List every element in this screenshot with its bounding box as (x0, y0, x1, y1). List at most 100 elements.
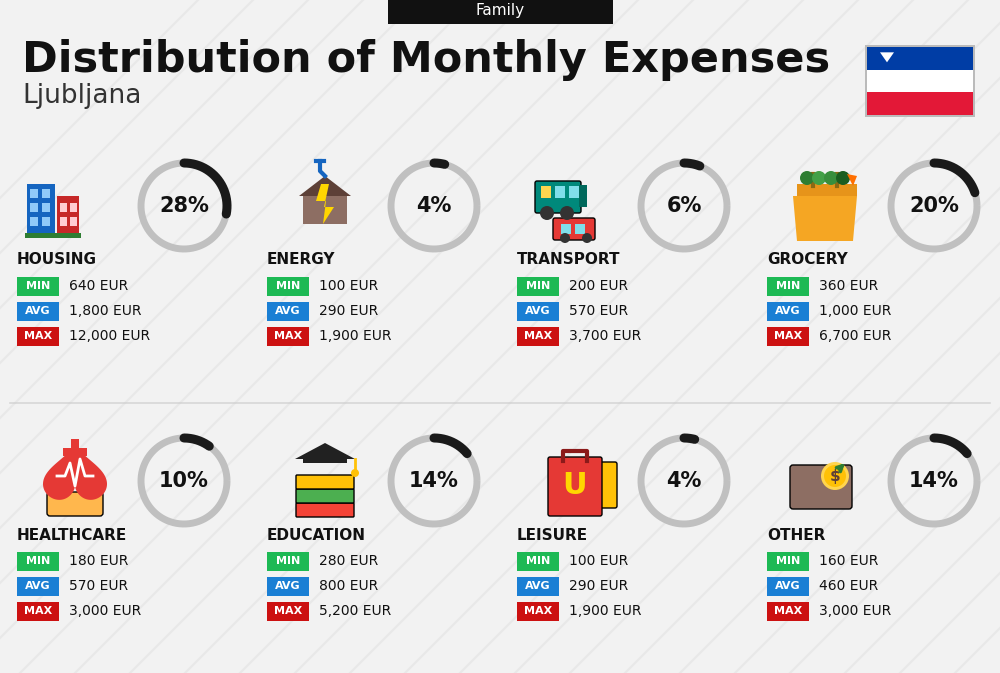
FancyBboxPatch shape (517, 277, 559, 295)
Text: AVG: AVG (775, 306, 801, 316)
Text: 290 EUR: 290 EUR (319, 304, 378, 318)
Text: GROCERY: GROCERY (767, 252, 848, 267)
Bar (42, 203, 50, 212)
Text: MIN: MIN (526, 281, 550, 291)
Text: MIN: MIN (526, 556, 550, 566)
FancyBboxPatch shape (517, 302, 559, 320)
Polygon shape (793, 196, 857, 241)
Polygon shape (295, 443, 355, 459)
Bar (57, 196, 79, 236)
Polygon shape (299, 176, 351, 196)
FancyBboxPatch shape (865, 45, 975, 117)
FancyBboxPatch shape (767, 302, 809, 320)
Text: 6%: 6% (666, 196, 702, 216)
FancyBboxPatch shape (388, 0, 613, 24)
Text: 180 EUR: 180 EUR (69, 554, 128, 568)
Bar (42, 189, 50, 198)
Text: 28%: 28% (159, 196, 209, 216)
FancyBboxPatch shape (267, 602, 309, 621)
Text: Ljubljana: Ljubljana (22, 83, 141, 109)
Circle shape (824, 465, 846, 487)
Text: 5,200 EUR: 5,200 EUR (319, 604, 391, 618)
Text: $: $ (830, 468, 840, 483)
Bar (30, 217, 38, 226)
Polygon shape (303, 196, 347, 224)
FancyBboxPatch shape (867, 47, 973, 115)
Text: 800 EUR: 800 EUR (319, 579, 378, 593)
FancyBboxPatch shape (517, 577, 559, 596)
FancyBboxPatch shape (17, 551, 59, 571)
FancyBboxPatch shape (517, 326, 559, 345)
FancyBboxPatch shape (267, 277, 309, 295)
Bar (867, 70, 973, 92)
Circle shape (560, 233, 570, 243)
FancyBboxPatch shape (548, 457, 602, 516)
Text: 4%: 4% (416, 196, 452, 216)
Text: MAX: MAX (24, 331, 52, 341)
FancyBboxPatch shape (17, 302, 59, 320)
Text: LEISURE: LEISURE (517, 528, 588, 542)
Text: 3,000 EUR: 3,000 EUR (819, 604, 891, 618)
Bar (27, 184, 55, 236)
Bar (63, 448, 87, 456)
Text: MAX: MAX (524, 606, 552, 616)
Text: U: U (563, 472, 587, 501)
Circle shape (800, 171, 814, 185)
FancyBboxPatch shape (517, 602, 559, 621)
Polygon shape (847, 174, 857, 186)
Text: HEALTHCARE: HEALTHCARE (17, 528, 127, 542)
FancyBboxPatch shape (296, 489, 354, 503)
Text: 3,000 EUR: 3,000 EUR (69, 604, 141, 618)
Text: 570 EUR: 570 EUR (69, 579, 128, 593)
Text: MAX: MAX (274, 331, 302, 341)
Polygon shape (316, 184, 334, 224)
Text: 570 EUR: 570 EUR (569, 304, 628, 318)
Text: MIN: MIN (276, 556, 300, 566)
Text: 200 EUR: 200 EUR (569, 279, 628, 293)
Bar (797, 184, 857, 196)
FancyBboxPatch shape (17, 577, 59, 596)
FancyBboxPatch shape (17, 277, 59, 295)
Text: 3,700 EUR: 3,700 EUR (569, 329, 641, 343)
Circle shape (836, 171, 850, 185)
Polygon shape (43, 442, 107, 500)
Text: AVG: AVG (25, 306, 51, 316)
Bar (60, 203, 67, 212)
Text: 460 EUR: 460 EUR (819, 579, 878, 593)
Bar (579, 185, 587, 207)
Text: 100 EUR: 100 EUR (569, 554, 628, 568)
FancyBboxPatch shape (790, 465, 852, 509)
FancyBboxPatch shape (767, 602, 809, 621)
FancyBboxPatch shape (267, 577, 309, 596)
FancyBboxPatch shape (17, 326, 59, 345)
Polygon shape (880, 52, 894, 63)
FancyBboxPatch shape (767, 326, 809, 345)
Text: 1,900 EUR: 1,900 EUR (569, 604, 642, 618)
Text: AVG: AVG (275, 306, 301, 316)
Bar (867, 47, 973, 70)
Text: EDUCATION: EDUCATION (267, 528, 366, 542)
FancyBboxPatch shape (767, 577, 809, 596)
FancyBboxPatch shape (553, 218, 595, 240)
FancyBboxPatch shape (767, 277, 809, 295)
Circle shape (560, 206, 574, 220)
Circle shape (824, 171, 838, 185)
FancyBboxPatch shape (296, 475, 354, 489)
Bar (867, 92, 973, 115)
Circle shape (540, 206, 554, 220)
Circle shape (812, 171, 826, 185)
Text: 10%: 10% (159, 471, 209, 491)
FancyBboxPatch shape (535, 181, 581, 213)
Text: 640 EUR: 640 EUR (69, 279, 128, 293)
Bar (30, 203, 38, 212)
Text: AVG: AVG (275, 581, 301, 591)
Text: 4%: 4% (666, 471, 702, 491)
Text: MIN: MIN (26, 281, 50, 291)
Text: 360 EUR: 360 EUR (819, 279, 878, 293)
FancyBboxPatch shape (767, 551, 809, 571)
Bar (30, 189, 38, 198)
Circle shape (582, 233, 592, 243)
Bar (25, 233, 81, 238)
Bar (70, 203, 77, 212)
Text: MIN: MIN (276, 281, 300, 291)
